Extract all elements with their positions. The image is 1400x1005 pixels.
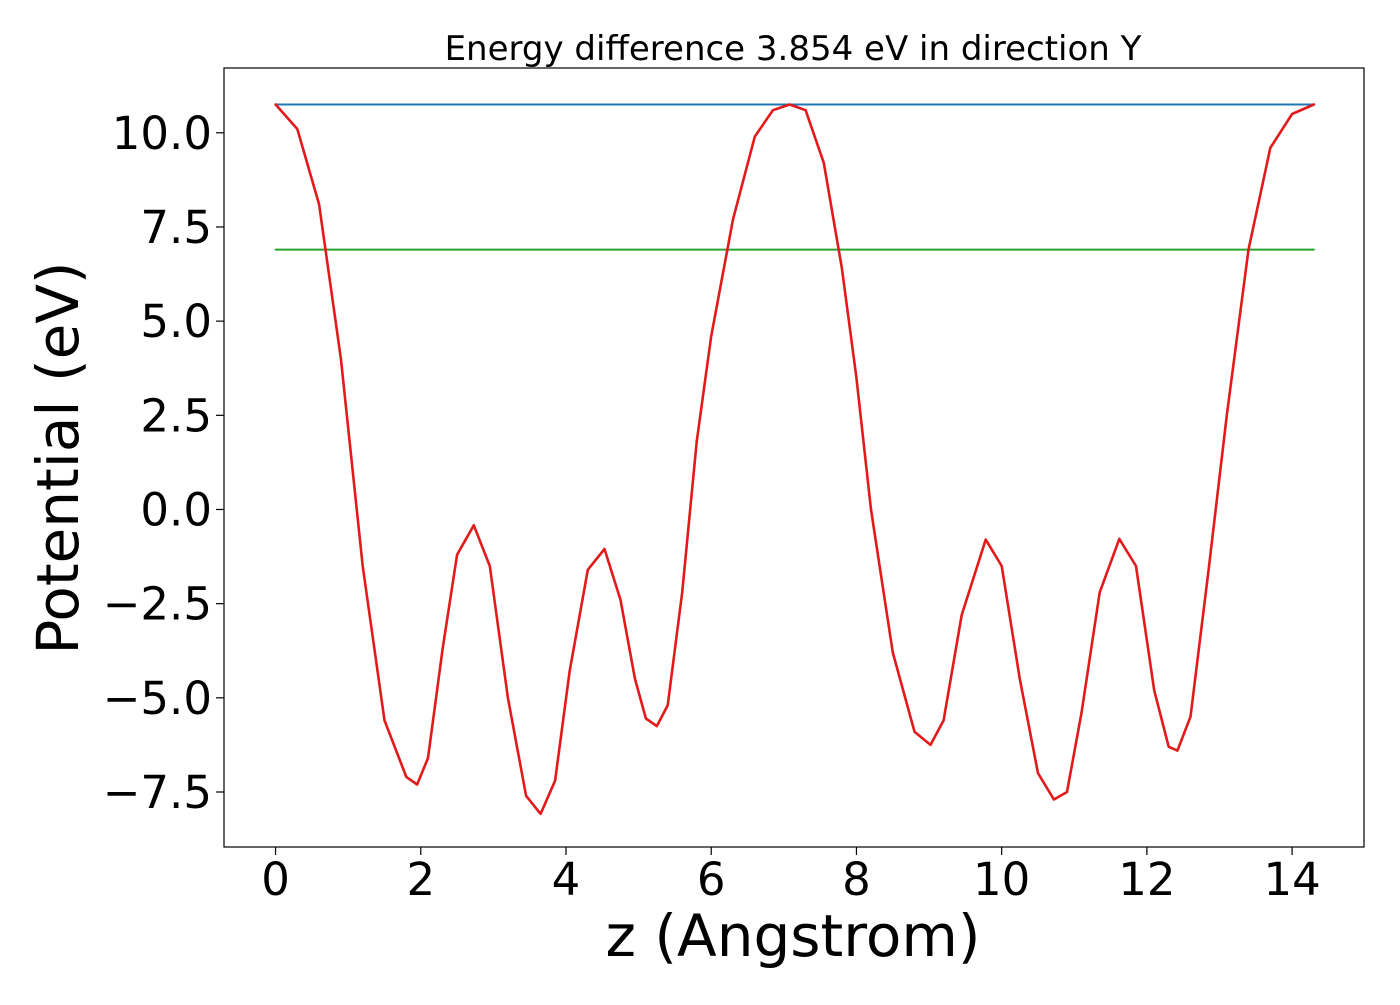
y-tick-label: −7.5 xyxy=(103,766,212,819)
x-tick-label: 14 xyxy=(1263,853,1320,906)
x-axis: 0 2 4 6 8 10 12 14 xyxy=(261,847,1321,906)
x-axis-label: z (Angstrom) xyxy=(606,902,981,970)
x-tick-label: 0 xyxy=(261,853,290,906)
x-tick-label: 6 xyxy=(697,853,726,906)
y-tick-label: 7.5 xyxy=(140,201,212,254)
x-tick-label: 4 xyxy=(552,853,581,906)
plot-area xyxy=(274,103,1316,816)
y-tick-label: 5.0 xyxy=(140,295,212,348)
y-axis: −7.5 −5.0 −2.5 0.0 2.5 5.0 7.5 10.0 xyxy=(103,107,224,819)
y-tick-label: 10.0 xyxy=(112,107,212,160)
chart-title: Energy difference 3.854 eV in direction … xyxy=(445,29,1142,69)
y-tick-label: −5.0 xyxy=(103,672,212,725)
x-tick-label: 8 xyxy=(842,853,871,906)
y-tick-label: 0.0 xyxy=(140,483,212,536)
x-tick-label: 12 xyxy=(1118,853,1175,906)
y-tick-label: 2.5 xyxy=(140,389,212,442)
y-tick-label: −2.5 xyxy=(103,578,212,631)
potential-line xyxy=(274,103,1316,816)
plot-frame xyxy=(223,67,1365,848)
x-tick-label: 2 xyxy=(406,853,435,906)
x-tick-label: 10 xyxy=(973,853,1030,906)
y-axis-label: Potential (eV) xyxy=(24,261,92,654)
